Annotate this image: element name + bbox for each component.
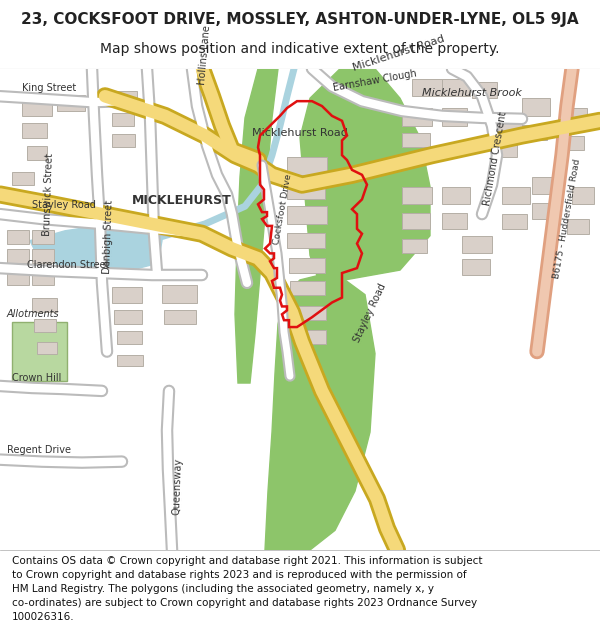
Bar (7, 249, 29, 263)
Bar (402, 108, 432, 126)
Polygon shape (300, 69, 430, 285)
Bar (37, 342, 57, 354)
Bar (442, 108, 467, 126)
Bar (7, 230, 29, 244)
Bar (164, 311, 196, 324)
Bar (287, 157, 327, 175)
Bar (32, 249, 54, 263)
Text: B6175 - Huddersfield Road: B6175 - Huddersfield Road (552, 158, 582, 279)
Text: Micklehurst Road: Micklehurst Road (352, 34, 446, 72)
Text: Clarendon Street: Clarendon Street (27, 260, 110, 270)
Bar (287, 206, 327, 224)
Polygon shape (235, 69, 278, 383)
Bar (567, 219, 589, 234)
Bar (472, 81, 497, 98)
Bar (287, 182, 325, 199)
Bar (402, 239, 427, 253)
Text: 100026316.: 100026316. (12, 611, 74, 621)
Bar (289, 258, 325, 273)
Text: Denbigh Street: Denbigh Street (102, 200, 115, 274)
Bar (462, 236, 492, 253)
Bar (114, 311, 142, 324)
Bar (57, 95, 85, 111)
Bar (532, 177, 560, 194)
Bar (34, 319, 56, 332)
Text: Crown Hill: Crown Hill (12, 373, 61, 383)
Bar (402, 187, 432, 204)
Bar (492, 142, 517, 157)
Bar (22, 98, 52, 116)
Text: 23, COCKSFOOT DRIVE, MOSSLEY, ASHTON-UNDER-LYNE, OL5 9JA: 23, COCKSFOOT DRIVE, MOSSLEY, ASHTON-UND… (21, 12, 579, 27)
Bar (412, 79, 442, 96)
Bar (562, 136, 584, 150)
Text: Hollins Lane: Hollins Lane (197, 25, 212, 86)
Bar (117, 354, 143, 366)
Bar (442, 79, 470, 96)
Bar (112, 91, 137, 106)
Text: Stayley Road: Stayley Road (352, 282, 388, 344)
Text: HM Land Registry. The polygons (including the associated geometry, namely x, y: HM Land Registry. The polygons (includin… (12, 584, 434, 594)
Text: Cocksfoot Drive: Cocksfoot Drive (272, 174, 293, 246)
Bar (112, 113, 134, 126)
Bar (112, 287, 142, 302)
Bar (402, 213, 430, 229)
Bar (522, 98, 550, 116)
Bar (287, 232, 325, 249)
Bar (562, 108, 587, 126)
Bar (294, 330, 326, 344)
Bar (532, 203, 557, 219)
Bar (112, 134, 135, 148)
Bar (22, 122, 47, 138)
Text: Micklehurst Brook: Micklehurst Brook (422, 88, 522, 98)
Bar (502, 214, 527, 229)
Text: Micklehurst Road: Micklehurst Road (252, 127, 348, 138)
Bar (502, 187, 530, 204)
Text: Map shows position and indicative extent of the property.: Map shows position and indicative extent… (100, 42, 500, 56)
Bar (442, 213, 467, 229)
Bar (32, 230, 54, 244)
Text: co-ordinates) are subject to Crown copyright and database rights 2023 Ordnance S: co-ordinates) are subject to Crown copyr… (12, 598, 477, 608)
Polygon shape (30, 221, 162, 273)
Bar (462, 259, 490, 275)
Text: Earnshaw Clough: Earnshaw Clough (332, 69, 417, 93)
Bar (402, 132, 430, 148)
Bar (162, 285, 197, 302)
Text: Brunswick Street: Brunswick Street (42, 152, 55, 236)
Bar (492, 118, 522, 136)
Polygon shape (265, 275, 375, 550)
Bar (27, 146, 47, 160)
Bar (32, 271, 54, 285)
Bar (7, 271, 29, 285)
Bar (12, 172, 34, 184)
Text: MICKLEHURST: MICKLEHURST (132, 194, 232, 208)
Bar (117, 331, 142, 344)
Bar (292, 306, 326, 320)
Polygon shape (12, 322, 67, 381)
Text: to Crown copyright and database rights 2023 and is reproduced with the permissio: to Crown copyright and database rights 2… (12, 570, 467, 580)
Bar (522, 125, 547, 141)
Text: Contains OS data © Crown copyright and database right 2021. This information is : Contains OS data © Crown copyright and d… (12, 556, 482, 566)
Text: King Street: King Street (22, 83, 76, 93)
Text: Stayley Road: Stayley Road (32, 200, 96, 210)
Bar (442, 187, 470, 204)
Bar (572, 187, 594, 204)
Text: Richmond Crescent: Richmond Crescent (482, 111, 508, 206)
Text: Queensway: Queensway (172, 458, 184, 514)
Text: Allotments: Allotments (7, 309, 59, 319)
Bar (32, 298, 57, 312)
Bar (290, 281, 325, 294)
Text: Regent Drive: Regent Drive (7, 445, 71, 455)
